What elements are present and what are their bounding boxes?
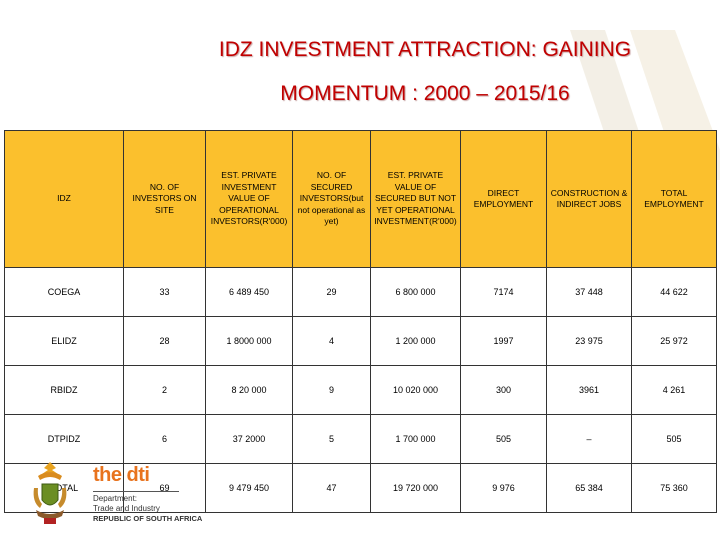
- header-secured-investment-value: EST. PRIVATE VALUE OF SECURED BUT NOT YE…: [370, 130, 461, 268]
- table-cell: 9: [292, 365, 371, 415]
- table-cell: 1 700 000: [370, 414, 461, 464]
- table-header-row: IDZ NO. OF INVESTORS ON SITE EST. PRIVAT…: [4, 130, 717, 268]
- table-cell: 505: [631, 414, 717, 464]
- table-cell: 75 360: [631, 463, 717, 513]
- table-row: RBIDZ 2 8 20 000 9 10 020 000 300 3961 4…: [4, 365, 717, 415]
- table-cell: 33: [123, 267, 206, 317]
- table-cell: 10 020 000: [370, 365, 461, 415]
- table-row: ELIDZ 28 1 8000 000 4 1 200 000 1997 23 …: [4, 316, 717, 366]
- table-cell: 6: [123, 414, 206, 464]
- table-cell: 44 622: [631, 267, 717, 317]
- table-cell: 3961: [546, 365, 632, 415]
- dti-brand-text: the dti: [93, 464, 150, 486]
- dti-department-label: Department:: [93, 494, 138, 503]
- table-cell: 28: [123, 316, 206, 366]
- table-cell: 1997: [460, 316, 547, 366]
- table-cell: 8 20 000: [205, 365, 293, 415]
- table-cell: 505: [460, 414, 547, 464]
- page-title-line-2: MOMENTUM : 2000 – 2015/16: [280, 82, 570, 105]
- table-cell: 65 384: [546, 463, 632, 513]
- table-cell: 4 261: [631, 365, 717, 415]
- table-cell: 5: [292, 414, 371, 464]
- table-cell: 6 800 000: [370, 267, 461, 317]
- table-cell: 1 8000 000: [205, 316, 293, 366]
- table-cell: 19 720 000: [370, 463, 461, 513]
- table-cell: 9 976: [460, 463, 547, 513]
- table-cell: 29: [292, 267, 371, 317]
- idz-investment-table: IDZ NO. OF INVESTORS ON SITE EST. PRIVAT…: [4, 130, 717, 513]
- header-construction-indirect-jobs: CONSTRUCTION & INDIRECT JOBS: [546, 130, 632, 268]
- header-idz: IDZ: [4, 130, 124, 268]
- table-cell: 6 489 450: [205, 267, 293, 317]
- table-row-total: TOTAL 69 9 479 450 47 19 720 000 9 976 6…: [4, 463, 717, 513]
- header-total-employment: TOTAL EMPLOYMENT: [631, 130, 717, 268]
- table-cell: 7174: [460, 267, 547, 317]
- dti-trade-industry-label: Trade and Industry: [93, 504, 160, 513]
- table-cell: –: [546, 414, 632, 464]
- header-direct-employment: DIRECT EMPLOYMENT: [460, 130, 547, 268]
- table-cell: 2: [123, 365, 206, 415]
- table-cell: ELIDZ: [4, 316, 124, 366]
- table-cell: 47: [292, 463, 371, 513]
- header-private-investment-value: EST. PRIVATE INVESTMENT VALUE OF OPERATI…: [205, 130, 293, 268]
- table-cell: 1 200 000: [370, 316, 461, 366]
- header-secured-investors: NO. OF SECURED INVESTORS(but not operati…: [292, 130, 371, 268]
- table-cell: 23 975: [546, 316, 632, 366]
- dti-logo: the dti Department: Trade and Industry R…: [20, 458, 202, 540]
- table-row: DTPIDZ 6 37 2000 5 1 700 000 505 – 505: [4, 414, 717, 464]
- coat-of-arms-icon: [33, 462, 67, 524]
- table-cell: 69: [123, 463, 206, 513]
- page-title-line-1: IDZ INVESTMENT ATTRACTION: GAINING: [218, 38, 632, 61]
- table-cell: 37 2000: [205, 414, 293, 464]
- table-cell: 300: [460, 365, 547, 415]
- table-cell: DTPIDZ: [4, 414, 124, 464]
- table-row: COEGA 33 6 489 450 29 6 800 000 7174 37 …: [4, 267, 717, 317]
- table-cell: 4: [292, 316, 371, 366]
- table-cell: 25 972: [631, 316, 717, 366]
- table-cell: 37 448: [546, 267, 632, 317]
- table-cell: 9 479 450: [205, 463, 293, 513]
- table-cell: RBIDZ: [4, 365, 124, 415]
- dti-republic-label: REPUBLIC OF SOUTH AFRICA: [93, 514, 203, 523]
- table-cell: TOTAL: [4, 463, 124, 513]
- header-investors-on-site: NO. OF INVESTORS ON SITE: [123, 130, 206, 268]
- table-cell: COEGA: [4, 267, 124, 317]
